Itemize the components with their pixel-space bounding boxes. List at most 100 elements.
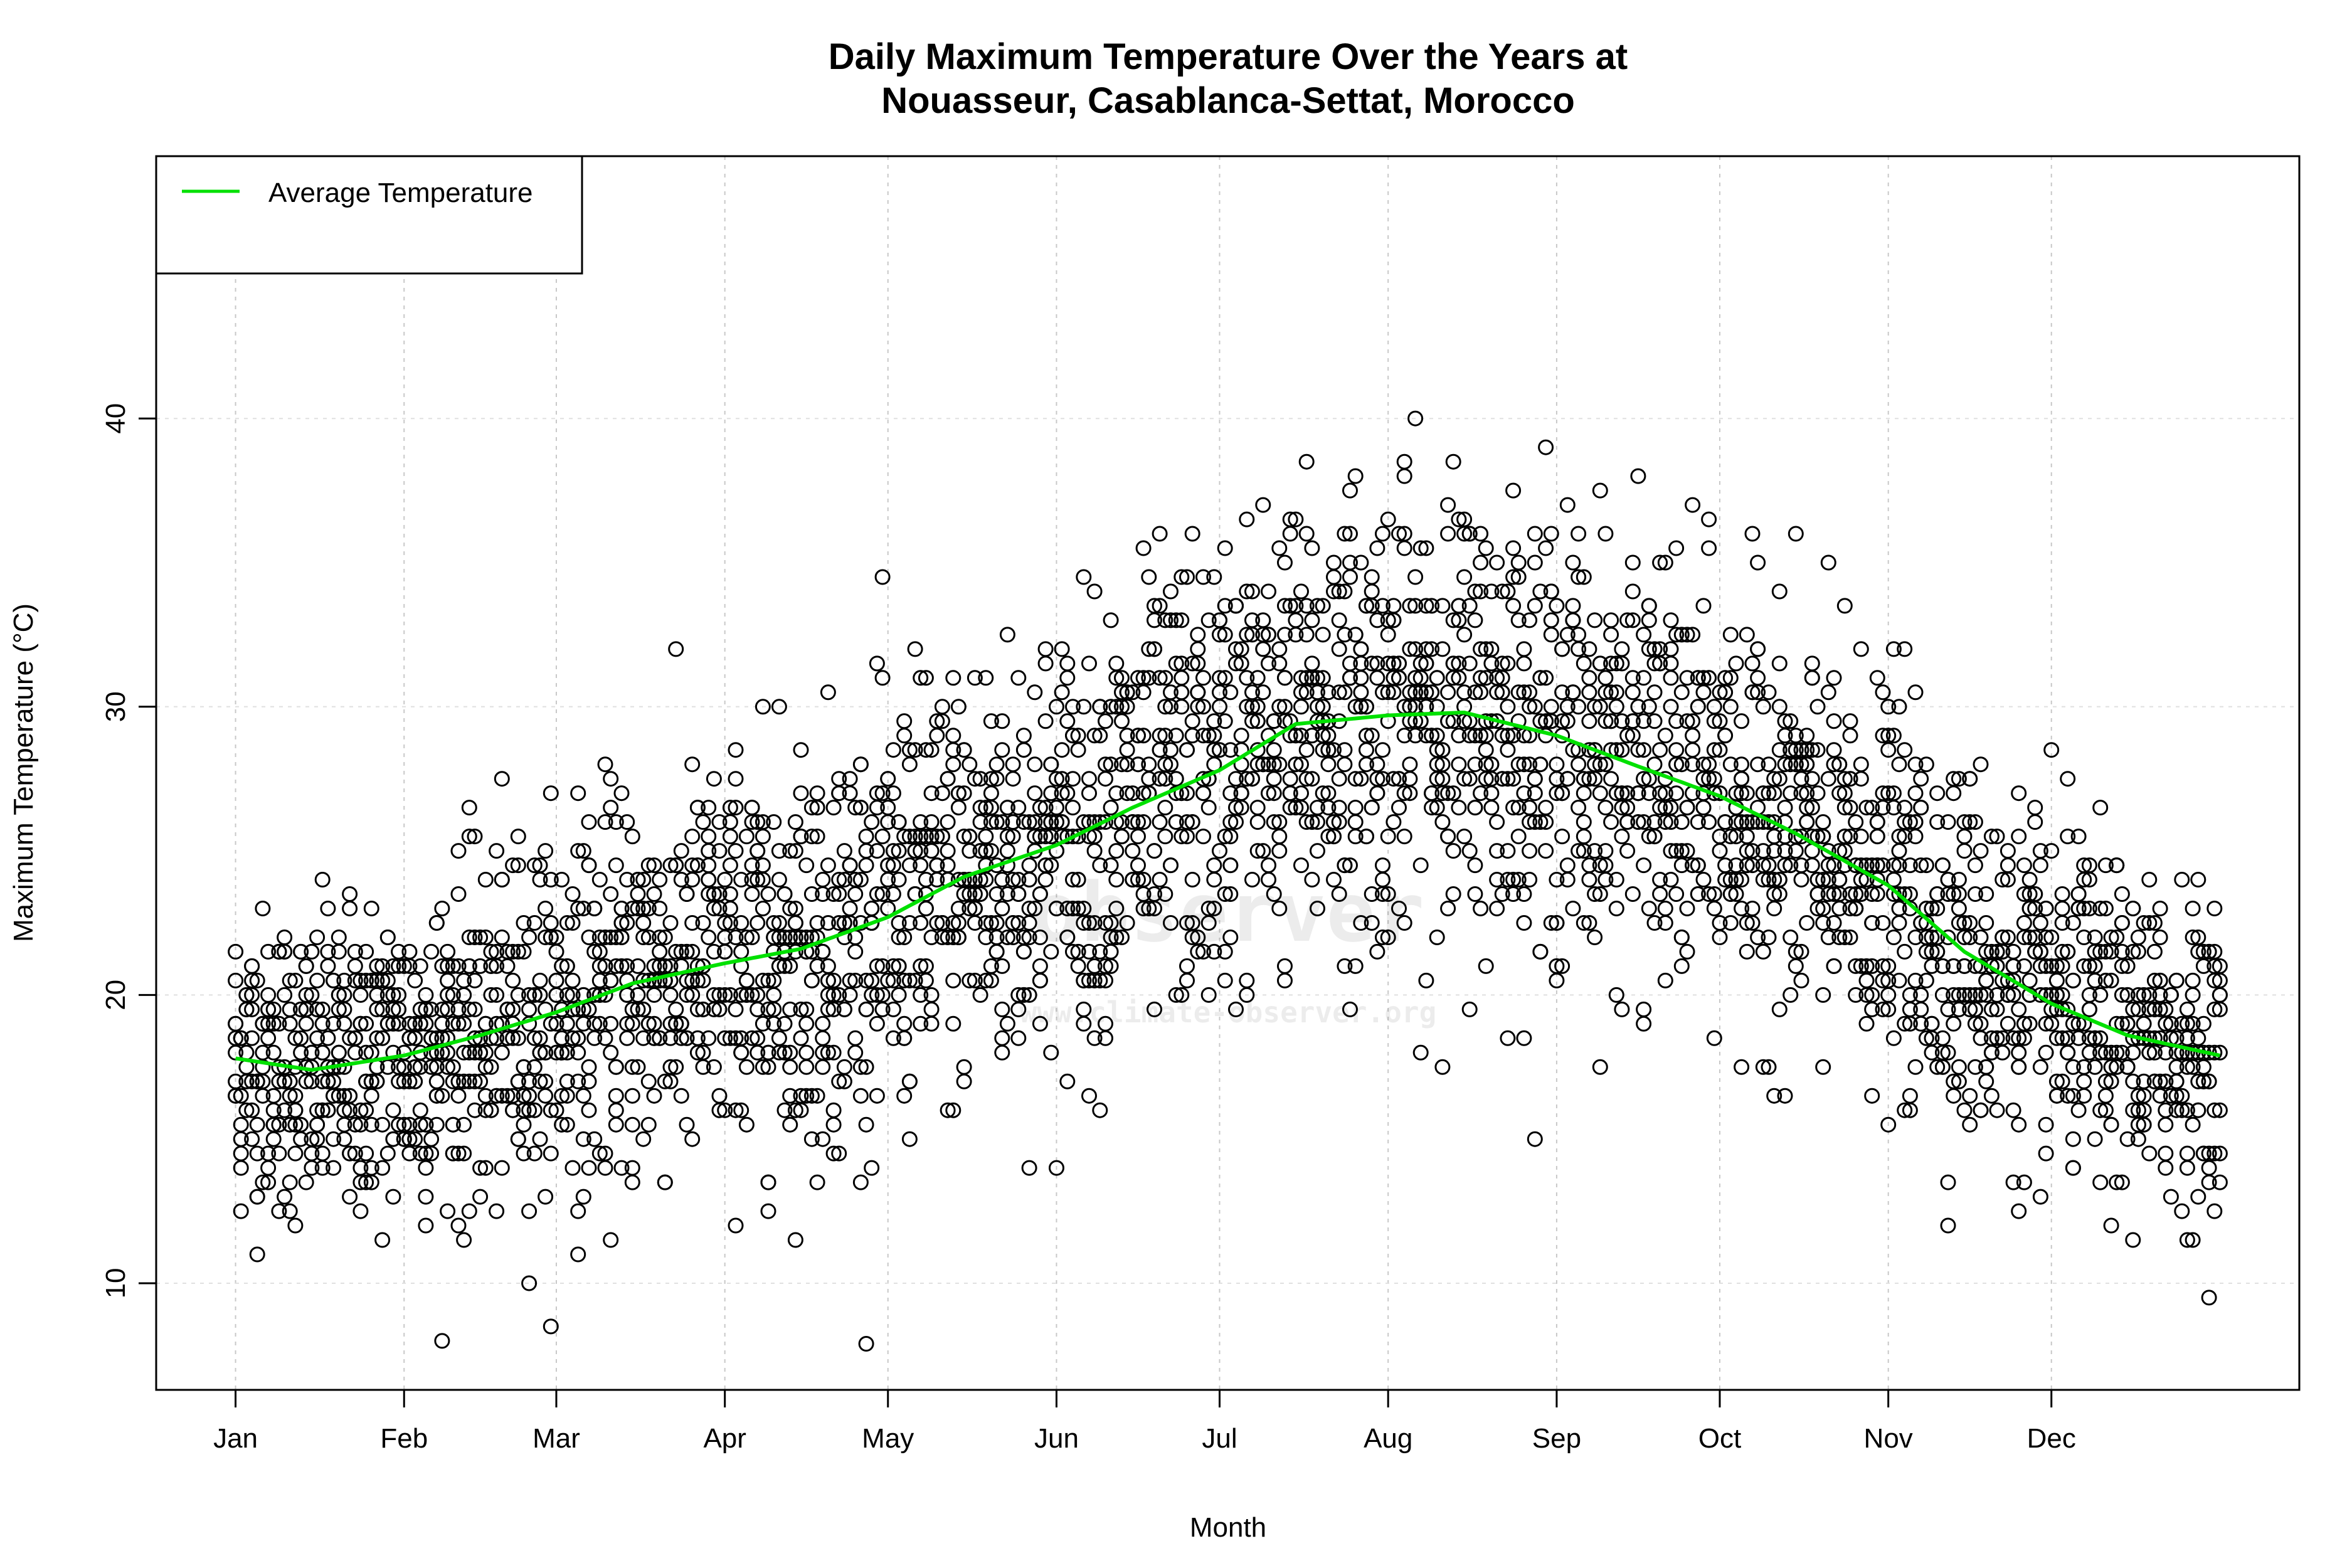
data-point: [1424, 785, 1440, 802]
data-point: [1200, 987, 1217, 1003]
data-point: [1799, 915, 1815, 931]
data-point: [776, 1044, 793, 1061]
data-point: [1222, 684, 1239, 701]
data-point: [1728, 886, 1744, 902]
data-point: [722, 829, 738, 845]
data-point: [2195, 1059, 2212, 1075]
data-point: [2038, 1015, 2054, 1032]
data-point: [842, 901, 858, 916]
data-point: [1179, 569, 1195, 585]
data-point: [1918, 972, 1934, 988]
data-point: [1200, 800, 1217, 816]
data-point: [2054, 1030, 2070, 1046]
data-point: [1788, 943, 1804, 960]
data-point: [1157, 612, 1173, 628]
data-point: [1973, 987, 1989, 1003]
data-point: [809, 1088, 825, 1104]
data-point: [1744, 526, 1761, 542]
data-point: [798, 1001, 815, 1017]
data-point: [999, 886, 1015, 902]
data-point: [1440, 497, 1456, 513]
data-point: [304, 987, 320, 1003]
data-point: [1532, 713, 1549, 729]
data-point: [603, 771, 619, 787]
data-point: [575, 1088, 591, 1104]
data-point: [1673, 684, 1690, 701]
data-point: [750, 987, 766, 1003]
data-point: [2130, 1116, 2146, 1133]
data-point: [1271, 699, 1288, 715]
data-point: [2016, 857, 2032, 874]
data-point: [1543, 627, 1559, 643]
data-point: [608, 1059, 624, 1075]
data-point: [1190, 930, 1206, 945]
data-point: [450, 843, 467, 859]
data-point: [874, 670, 891, 686]
data-point: [1065, 728, 1081, 744]
data-point: [494, 872, 510, 887]
data-point: [635, 872, 652, 887]
data-point: [358, 1102, 374, 1118]
data-point: [1652, 872, 1668, 887]
data-point: [1473, 785, 1489, 802]
data-point: [787, 915, 803, 931]
data-point: [1304, 655, 1320, 672]
data-point: [858, 1001, 874, 1017]
data-point: [412, 1102, 428, 1118]
data-point: [847, 800, 864, 816]
data-point: [1130, 756, 1146, 773]
data-point: [755, 972, 771, 988]
data-point: [418, 1217, 434, 1234]
data-point: [1522, 612, 1538, 628]
data-point: [1624, 886, 1641, 902]
data-point: [901, 857, 918, 874]
data-point: [1049, 699, 1064, 715]
data-point: [1516, 915, 1532, 931]
data-point: [782, 930, 798, 945]
data-point: [803, 800, 820, 816]
data-point: [2038, 1116, 2054, 1133]
data-point: [744, 886, 760, 902]
data-point: [2163, 1015, 2179, 1032]
data-point: [630, 987, 646, 1003]
data-point: [1549, 872, 1565, 887]
data-point: [1277, 598, 1293, 614]
data-point: [1592, 756, 1608, 773]
data-point: [1946, 771, 1962, 787]
data-point: [1015, 742, 1032, 758]
data-point: [450, 1088, 467, 1104]
data-point: [363, 901, 379, 916]
data-point: [1054, 742, 1070, 758]
data-point: [1701, 670, 1717, 686]
data-point: [1842, 800, 1858, 816]
data-point: [1815, 915, 1831, 931]
data-point: [934, 915, 950, 931]
data-point: [1929, 785, 1946, 802]
data-point: [1946, 958, 1962, 974]
data-point: [260, 1030, 277, 1046]
data-point: [722, 987, 738, 1003]
data-point: [418, 1160, 434, 1176]
data-point: [635, 1001, 652, 1017]
data-point: [1864, 1088, 1880, 1104]
data-point: [1070, 901, 1086, 916]
data-point: [2081, 1001, 2097, 1017]
data-point: [613, 901, 630, 916]
data-point: [2174, 1015, 2190, 1032]
data-point: [652, 943, 668, 960]
data-point: [820, 972, 836, 988]
data-point: [1668, 627, 1685, 643]
data-point: [1771, 583, 1788, 600]
data-point: [923, 814, 940, 830]
data-point: [852, 1059, 869, 1075]
data-point: [1440, 526, 1456, 542]
data-point: [1076, 901, 1092, 916]
data-point: [1809, 872, 1826, 887]
data-point: [1195, 670, 1211, 686]
data-point: [1163, 612, 1179, 628]
data-point: [1086, 829, 1103, 845]
data-point: [869, 1088, 885, 1104]
data-point: [1396, 829, 1412, 845]
data-point: [1021, 930, 1037, 945]
data-point: [1820, 886, 1836, 902]
